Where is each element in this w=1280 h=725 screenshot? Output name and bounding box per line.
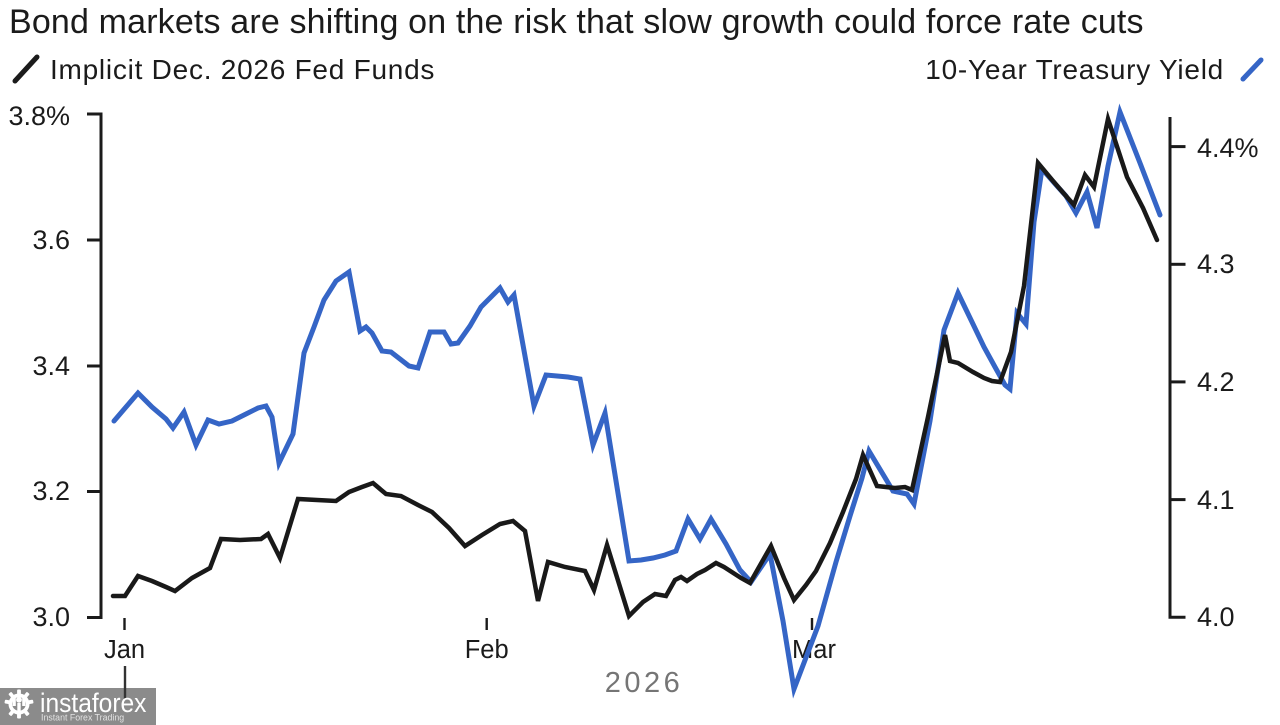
svg-text:3.8%: 3.8%	[8, 101, 70, 131]
svg-text:Feb: Feb	[465, 636, 509, 664]
svg-text:3.4: 3.4	[32, 351, 70, 381]
svg-text:Implicit Dec. 2026 Fed Funds: Implicit Dec. 2026 Fed Funds	[50, 54, 435, 85]
svg-text:4.2: 4.2	[1197, 367, 1235, 397]
svg-text:Jan: Jan	[104, 636, 145, 664]
svg-text:10-Year Treasury Yield: 10-Year Treasury Yield	[925, 54, 1224, 85]
svg-text:Instant Forex Trading: Instant Forex Trading	[41, 713, 124, 723]
svg-text:3.0: 3.0	[32, 602, 70, 632]
svg-text:2026: 2026	[605, 667, 684, 699]
svg-text:3.6: 3.6	[32, 225, 70, 255]
svg-text:Bond markets are shifting on t: Bond markets are shifting on the risk th…	[9, 3, 1144, 41]
svg-text:4.1: 4.1	[1197, 485, 1235, 515]
svg-text:4.0: 4.0	[1197, 602, 1235, 632]
svg-text:instaforex: instaforex	[40, 689, 147, 718]
svg-text:4.3: 4.3	[1197, 249, 1235, 279]
svg-text:3.2: 3.2	[32, 476, 70, 506]
svg-text:4.4%: 4.4%	[1197, 133, 1259, 163]
